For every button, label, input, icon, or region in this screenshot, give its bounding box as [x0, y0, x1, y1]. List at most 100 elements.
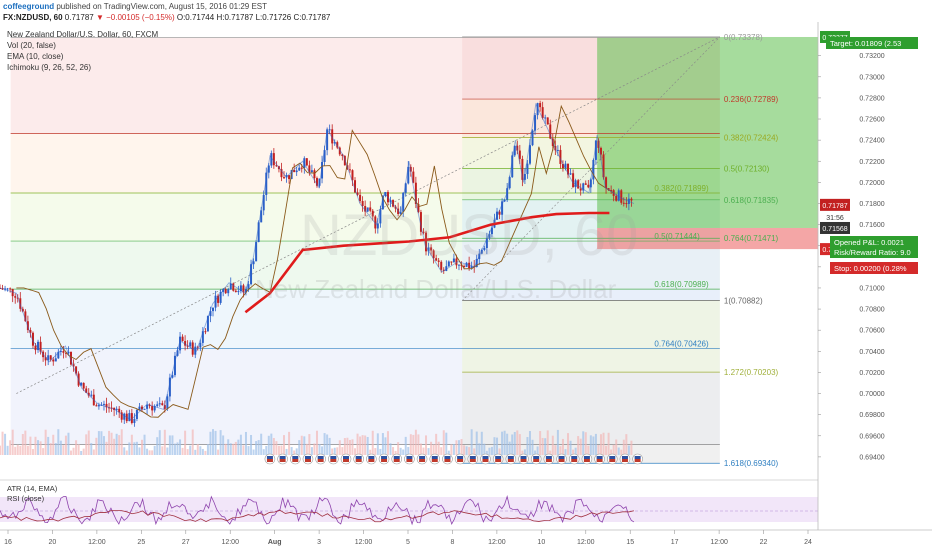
volume-bar: [125, 450, 128, 455]
ichimoku-indicator[interactable]: Ichimoku (9, 26, 52, 26): [7, 63, 92, 72]
candle-body: [227, 289, 230, 294]
volume-bar: [97, 431, 100, 455]
volume-bar: [556, 429, 559, 455]
candle-body: [204, 331, 207, 333]
volume-bar: [457, 440, 460, 455]
volume-bar: [67, 432, 70, 455]
volume-bar: [488, 447, 491, 455]
volume-bar: [9, 440, 12, 455]
bar-countdown: 31:56: [826, 215, 844, 222]
candle-body: [37, 341, 40, 351]
candle-body: [475, 258, 478, 268]
atr-line: [0, 509, 635, 523]
volume-bar: [343, 438, 346, 455]
flag-blue-icon: [343, 456, 350, 459]
x-tick-label: 12:00: [88, 539, 106, 546]
candle-body: [615, 195, 618, 201]
volume-bar: [605, 445, 608, 455]
volume-bar: [194, 449, 197, 455]
volume-bar: [564, 449, 567, 455]
ema-line: [244, 211, 610, 314]
volume-bar: [364, 435, 367, 455]
flag-blue-icon: [355, 456, 362, 459]
flag-red-icon: [520, 459, 527, 462]
volume-bar: [321, 446, 324, 455]
volume-bar: [381, 433, 384, 455]
candle-body: [369, 207, 372, 211]
volume-bar: [250, 434, 253, 455]
candle-body: [229, 283, 232, 290]
candle-body: [123, 413, 126, 420]
volume-bar: [95, 437, 98, 455]
volume-bar: [412, 434, 415, 455]
volume-bar: [242, 445, 245, 455]
volume-bar: [501, 431, 504, 455]
y-tick-label: 0.70000: [859, 391, 884, 398]
candle-body: [158, 403, 161, 405]
volume-bar: [255, 441, 258, 455]
candle-body: [371, 210, 374, 217]
flag-blue-icon: [431, 456, 438, 459]
candle-body: [579, 188, 582, 191]
flag-red-icon: [393, 459, 400, 462]
candle-body: [34, 345, 37, 351]
atr-indicator[interactable]: ATR (14, EMA): [7, 484, 58, 493]
volume-bar: [430, 441, 433, 455]
x-tick-label: 15: [626, 539, 634, 546]
volume-bar: [346, 437, 349, 455]
volume-bar: [597, 445, 600, 455]
volume-bar: [427, 448, 430, 455]
candle-body: [237, 291, 240, 293]
volume-bar: [470, 429, 473, 455]
volume-bar: [528, 431, 531, 455]
volume-bar: [298, 440, 301, 455]
candle-body: [531, 130, 534, 146]
candle-body: [80, 382, 83, 386]
candle-body: [450, 261, 453, 263]
last-price-tag-bg: [820, 198, 850, 211]
candle-body: [457, 264, 460, 266]
candle-body: [6, 288, 9, 290]
rsi-indicator[interactable]: RSI (close): [7, 494, 45, 503]
volume-bar: [217, 449, 220, 455]
ema-indicator[interactable]: EMA (10, close): [7, 52, 64, 61]
x-tick-label: 12:00: [355, 539, 373, 546]
high-value: H:0.71787: [216, 13, 254, 22]
volume-bar: [397, 442, 400, 455]
volume-bar: [201, 448, 204, 455]
candle-body: [300, 167, 303, 169]
volume-bar: [493, 437, 496, 455]
volume-bar: [455, 440, 458, 455]
candle-body: [599, 147, 602, 155]
candle-body: [559, 149, 562, 164]
candle-body: [54, 358, 57, 362]
volume-bar: [531, 439, 534, 455]
flag-red-icon: [381, 459, 388, 462]
candle-body: [75, 366, 78, 374]
vol-indicator[interactable]: Vol (20, false): [7, 41, 56, 50]
candle-body: [523, 174, 526, 180]
volume-bar: [171, 435, 174, 455]
volume-bar: [143, 434, 146, 455]
volume-bar: [57, 429, 60, 455]
candle-body: [569, 173, 572, 175]
entry-price-tag: 0.71568: [822, 226, 847, 233]
symbol-line: FX:NZDUSD, 60 0.71787 ▼ −0.00105 (−0.15%…: [3, 13, 330, 22]
volume-bar: [186, 449, 189, 455]
volume-bar: [506, 433, 509, 455]
volume-bar: [551, 435, 554, 455]
candle-body: [397, 208, 400, 215]
volume-bar: [280, 445, 283, 455]
fib-right-label-1: 1(0.70882): [724, 296, 763, 305]
candle-body: [422, 231, 425, 233]
volume-bar: [409, 434, 412, 455]
y-tick-label: 0.69800: [859, 412, 884, 419]
author-name[interactable]: coffeeground: [3, 2, 55, 11]
volume-bar: [120, 429, 123, 455]
flag-red-icon: [406, 459, 413, 462]
x-tick-label: 12:00: [488, 539, 506, 546]
candle-body: [622, 202, 625, 204]
volume-bar: [206, 444, 209, 455]
volume-bar: [239, 434, 242, 455]
